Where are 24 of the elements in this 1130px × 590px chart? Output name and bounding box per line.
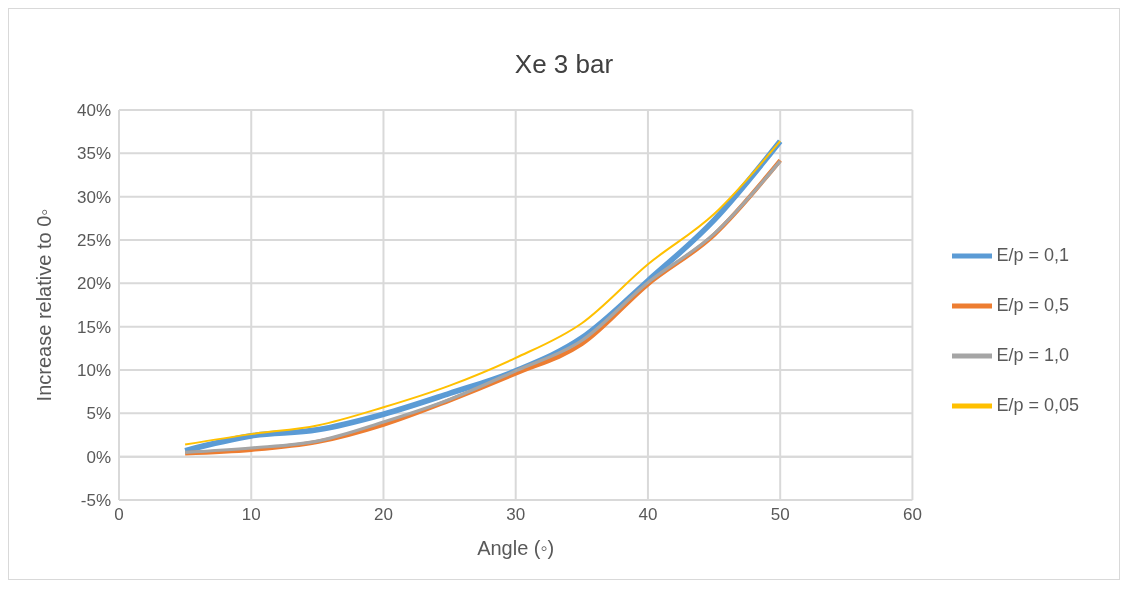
x-tick-label: 0 [114, 505, 124, 525]
legend-label: E/p = 0,05 [996, 395, 1079, 415]
x-tick-label: 40 [638, 505, 658, 525]
y-tick-label: -5% [80, 491, 111, 511]
y-tick-label: 15% [76, 317, 111, 337]
y-tick-label: 40% [76, 101, 111, 121]
x-axis-title: Angle (◦) [477, 537, 555, 559]
y-tick-label: 30% [76, 187, 111, 207]
legend-label: E/p = 1,0 [996, 345, 1069, 365]
y-tick-label: 0% [86, 447, 111, 467]
y-tick-label: 25% [76, 231, 111, 251]
y-tick-label: 5% [86, 404, 111, 424]
x-tick-label: 10 [241, 505, 261, 525]
chart-title: Xe 3 bar [513, 49, 615, 80]
legend-label: E/p = 0,1 [996, 245, 1069, 265]
x-tick-label: 60 [902, 505, 922, 525]
x-tick-label: 20 [374, 505, 393, 525]
y-axis-title: Increase relative to 0◦ [33, 208, 56, 402]
x-tick-label: 50 [770, 505, 790, 525]
y-tick-label: 35% [76, 144, 111, 164]
y-tick-label: 10% [76, 361, 111, 381]
y-tick-label: 20% [76, 274, 111, 294]
legend-label: E/p = 0,5 [996, 295, 1069, 315]
x-tick-label: 30 [506, 505, 526, 525]
